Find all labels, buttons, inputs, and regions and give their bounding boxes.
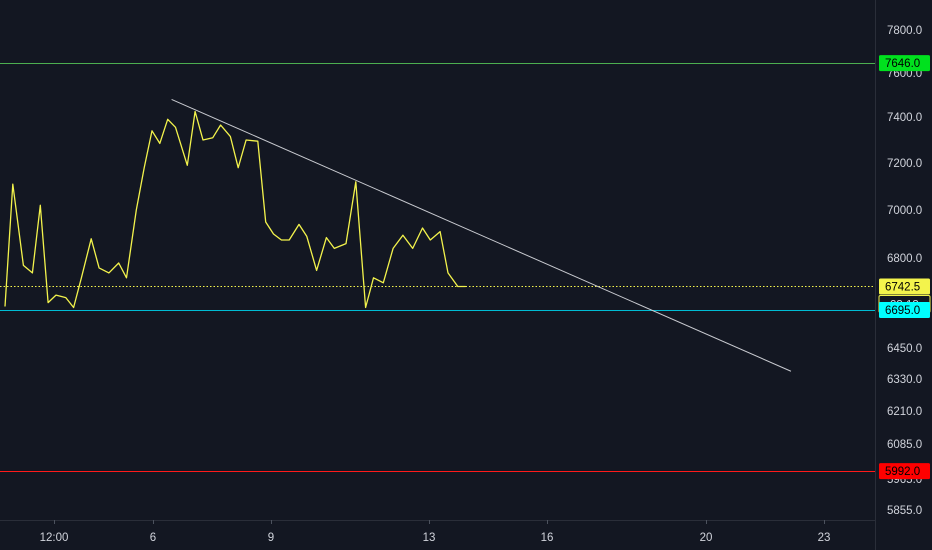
x-tick-label-6: 23 — [818, 532, 831, 544]
y-tick-label-5: 6800.0 — [887, 253, 922, 265]
trendline-layer — [171, 98, 792, 372]
price-tag-label-2: 6695.0 — [885, 305, 920, 317]
x-tick-label-0: 12:00 — [40, 532, 69, 544]
y-tick-label-8: 6210.0 — [887, 406, 922, 418]
price-tag-0 — [879, 55, 930, 72]
y-tick-label-9: 6085.0 — [887, 439, 922, 451]
y-tick-label-2: 7400.0 — [887, 112, 922, 124]
price-tag-label-0: 7646.0 — [885, 58, 920, 70]
y-tick-label-0: 7800.0 — [887, 25, 922, 37]
trendline[interactable] — [171, 98, 792, 372]
x-tick-label-3: 13 — [423, 532, 436, 544]
y-tick-label-7: 6330.0 — [887, 374, 922, 386]
price-tag-3 — [879, 463, 930, 480]
price-tag-2 — [879, 302, 930, 318]
horizontal-levels — [0, 63, 875, 472]
price-tag-1 — [879, 278, 930, 295]
y-tick-label-4: 7000.0 — [887, 205, 922, 217]
price-line[interactable] — [4, 110, 466, 309]
y-tick-label-6: 6450.0 — [887, 343, 922, 355]
x-tick-label-4: 16 — [541, 532, 554, 544]
price-series-layer — [4, 110, 466, 309]
time-axis[interactable]: 12:00 6 9 13 16 20 23 — [40, 520, 831, 544]
price-tag-label-1: 6742.5 — [885, 281, 920, 293]
x-tick-label-2: 9 — [268, 532, 274, 544]
y-tick-label-11: 5855.0 — [887, 505, 922, 517]
x-tick-label-5: 20 — [700, 532, 713, 544]
price-tag-label-3: 5992.0 — [885, 466, 920, 478]
x-tick-label-1: 6 — [150, 532, 156, 544]
y-tick-label-3: 7200.0 — [887, 158, 922, 170]
